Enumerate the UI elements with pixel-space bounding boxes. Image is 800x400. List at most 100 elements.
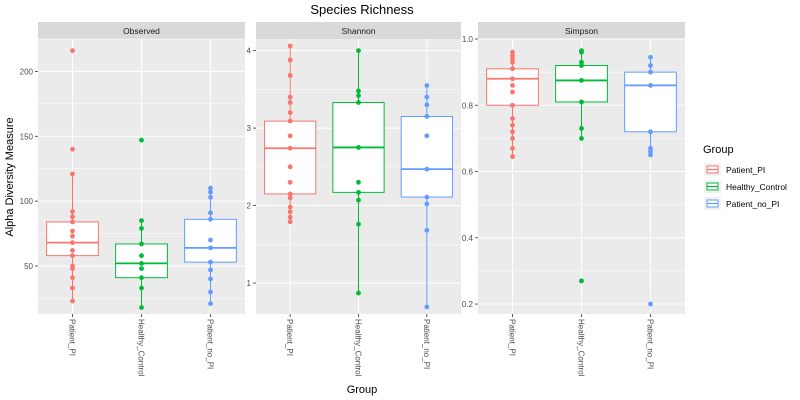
data-point <box>70 146 75 152</box>
data-point <box>648 301 653 307</box>
data-point <box>208 185 213 191</box>
y-tick-label: 200 <box>20 67 34 76</box>
data-point <box>70 233 75 239</box>
data-point <box>579 63 584 68</box>
data-point <box>510 82 515 88</box>
facet-strip-label: Simpson <box>565 26 598 36</box>
data-point <box>510 102 515 108</box>
data-point <box>208 276 213 282</box>
data-point <box>287 209 293 215</box>
data-point <box>70 285 75 291</box>
y-tick-label: 1 <box>247 279 252 288</box>
facet-observed: Observed 50 100 150 200 Patient_PI Healthy_Con… <box>20 22 245 377</box>
data-point <box>70 266 75 271</box>
data-point <box>510 129 515 135</box>
data-point <box>139 218 144 224</box>
data-point <box>208 267 213 273</box>
data-point <box>424 304 430 310</box>
iqr-box <box>115 243 168 279</box>
box-patient-pi <box>264 43 317 225</box>
box-healthy-control <box>555 48 608 284</box>
data-point <box>579 49 584 55</box>
data-point <box>510 89 515 95</box>
data-point <box>579 278 584 284</box>
y-tick-label: 0.4 <box>462 234 474 243</box>
facet-panels: Observed 50 100 150 200 Patient_PI Healthy_Con… <box>20 22 685 377</box>
data-point <box>287 179 293 185</box>
iqr-box <box>400 115 453 198</box>
data-point <box>287 100 293 105</box>
data-point <box>648 129 653 135</box>
data-point <box>424 201 430 207</box>
facet-strip-label: Observed <box>123 26 160 36</box>
data-point <box>70 171 75 177</box>
x-tick-label: Patient_no_PI <box>646 319 655 369</box>
data-point <box>287 133 293 139</box>
data-point <box>70 209 75 214</box>
data-point <box>510 49 515 55</box>
data-point <box>70 219 75 225</box>
data-point <box>287 57 293 63</box>
data-point <box>70 298 75 304</box>
data-point <box>356 179 361 185</box>
data-point <box>139 266 144 271</box>
data-point <box>510 53 515 58</box>
data-point <box>648 54 653 60</box>
facet-shannon: Shannon 1 2 3 4 Patient_PI Healthy_Control Pati… <box>247 22 461 377</box>
data-point <box>579 135 584 141</box>
data-point <box>208 245 213 251</box>
box-patient-no-pi <box>184 185 237 307</box>
data-point <box>70 275 75 281</box>
data-point <box>208 301 213 307</box>
y-tick-label: 150 <box>20 132 34 141</box>
data-point <box>648 69 653 75</box>
data-point <box>139 137 144 143</box>
y-tick-label: 2 <box>247 202 252 211</box>
data-point <box>287 204 293 210</box>
x-axis-label: Group <box>347 384 378 396</box>
data-point <box>287 195 293 201</box>
iqr-box <box>555 65 608 103</box>
data-point <box>356 197 361 203</box>
data-point <box>70 228 75 234</box>
data-point <box>139 275 144 281</box>
facet-strip <box>256 22 461 39</box>
data-point <box>287 110 293 115</box>
data-point <box>70 253 75 259</box>
data-point <box>208 259 213 265</box>
x-tick-label: Patient_no_PI <box>422 319 431 369</box>
data-point <box>648 82 653 88</box>
facet-strip <box>38 22 245 39</box>
y-tick-label: 0.6 <box>462 168 474 177</box>
data-point <box>648 145 653 151</box>
data-point <box>356 100 361 105</box>
data-point <box>139 261 144 266</box>
data-point <box>648 152 653 158</box>
data-point <box>424 83 430 88</box>
data-point <box>208 210 213 216</box>
y-axis-label: Alpha Diversity Measure <box>4 117 16 236</box>
data-point <box>579 126 584 131</box>
data-point <box>648 63 653 68</box>
y-tick-label: 4 <box>247 47 252 56</box>
data-point <box>139 285 144 291</box>
x-tick-label: Healthy_Control <box>354 319 363 377</box>
y-tick-label: 3 <box>247 124 252 133</box>
data-point <box>208 189 213 195</box>
data-point <box>356 221 361 227</box>
y-tick-label: 0.8 <box>462 101 474 110</box>
box-patient-no-pi <box>400 83 453 310</box>
data-point <box>510 116 515 121</box>
data-point <box>510 76 515 82</box>
data-point <box>424 194 430 200</box>
data-point <box>510 59 515 65</box>
data-point <box>139 225 144 231</box>
data-point <box>139 253 144 259</box>
data-point <box>139 241 144 247</box>
data-point <box>287 164 293 170</box>
x-tick-label: Patient_PI <box>508 319 517 356</box>
data-point <box>287 43 293 49</box>
data-point <box>208 216 213 222</box>
data-point <box>356 88 361 94</box>
data-point <box>70 48 75 54</box>
